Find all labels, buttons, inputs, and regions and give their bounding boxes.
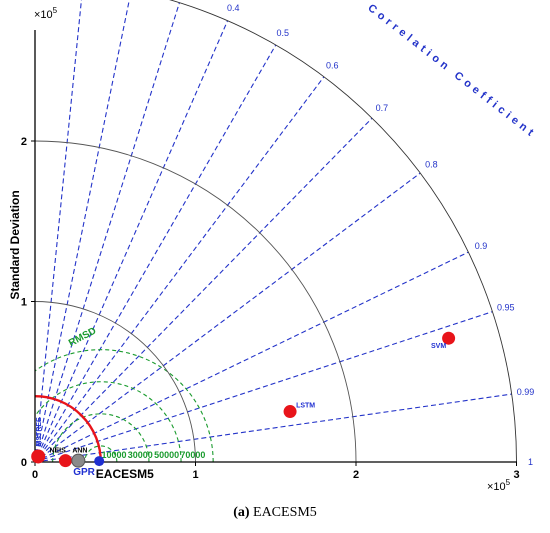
model-point-mstree	[31, 449, 46, 464]
caption-text: EACESM5	[249, 505, 317, 520]
std-arc	[168, 0, 517, 463]
rmsd-contour	[34, 349, 214, 463]
correlation-tick-label: 0.6	[326, 61, 339, 71]
model-label-lstm: LSTM	[296, 403, 315, 410]
std-ticks: 00112233	[21, 136, 520, 481]
correlation-line	[34, 0, 82, 463]
correlation-line	[34, 117, 373, 463]
rmsd-level-label: 70000	[180, 450, 205, 460]
correlation-line	[34, 172, 421, 463]
rmsd-title: RMSD	[67, 326, 98, 350]
x-tick-label: 2	[353, 469, 359, 481]
figure-caption: (a) EACESM5	[0, 505, 550, 521]
correlation-tick-label: 0.7	[376, 103, 389, 113]
rmsd-contour	[84, 445, 118, 463]
rmsd-level-label: 50000	[154, 450, 179, 460]
correlation-line	[34, 20, 229, 463]
x-tick-label: 3	[513, 469, 519, 481]
correlation-line	[34, 311, 493, 463]
rmsd-contours	[34, 349, 214, 463]
correlation-tick-label: 0.9	[475, 241, 488, 251]
model-points: MSTREE NEIS ANN GPR LSTM SVM	[31, 331, 456, 478]
correlation-tick-label: 1	[528, 457, 533, 467]
x-multiplier-label: ×105	[487, 478, 511, 493]
correlation-tick-label: 0.95	[497, 302, 515, 312]
correlation-line	[34, 251, 469, 463]
correlation-tick-label: 0.4	[227, 3, 240, 13]
correlation-axis-title: Correlation Coefficient	[365, 2, 538, 141]
std-arc	[34, 301, 196, 463]
rmsd-contour	[52, 413, 150, 463]
model-label-gpr: GPR	[73, 467, 95, 478]
y-multiplier-label: ×105	[34, 6, 58, 21]
taylor-diagram: 00112233 00.10.20.30.40.50.60.70.80.90.9…	[8, 0, 539, 493]
y-axis-title: Standard Deviation	[8, 190, 22, 299]
correlation-line	[34, 393, 512, 463]
model-point-gpr	[94, 456, 105, 467]
x-tick-label: 1	[192, 469, 198, 481]
caption-tag: (a)	[233, 505, 250, 520]
correlation-line	[34, 2, 180, 463]
correlation-line	[34, 44, 277, 463]
y-tick-label: 0	[21, 457, 27, 469]
rmsd-level-label: 10000	[101, 450, 126, 460]
reference-label: EACESM5	[96, 467, 154, 481]
model-point-lstm	[283, 405, 297, 419]
correlation-tick-label: 0.8	[425, 160, 438, 170]
correlation-line	[34, 76, 325, 463]
std-arcs	[34, 0, 517, 463]
reference-arc	[34, 394, 103, 463]
correlation-tick-labels: 00.10.20.30.40.50.60.70.80.90.950.991	[227, 3, 535, 467]
model-point-ann	[71, 453, 86, 468]
correlation-tick-label: 0.5	[276, 28, 289, 38]
rmsd-level-label: 30000	[128, 450, 153, 460]
model-point-svm	[442, 331, 456, 345]
model-label-svm: SVM	[431, 343, 446, 350]
rmsd-labels: 10000 30000 50000 70000	[101, 450, 205, 460]
x-tick-label: 0	[32, 469, 38, 481]
model-point-neis	[58, 454, 72, 468]
correlation-lines	[34, 0, 512, 463]
axes	[34, 30, 517, 463]
reference-std-arc	[34, 394, 103, 463]
correlation-tick-label: 0.99	[517, 387, 535, 397]
y-tick-label: 2	[21, 136, 27, 148]
rmsd-contour	[34, 381, 182, 463]
y-tick-label: 1	[21, 297, 27, 309]
model-label-mstree: MSTREE	[36, 417, 43, 447]
model-label-neis: NEIS	[49, 448, 66, 455]
correlation-line	[34, 0, 130, 463]
std-arc	[34, 140, 357, 463]
model-label-ann: ANN	[72, 448, 87, 455]
